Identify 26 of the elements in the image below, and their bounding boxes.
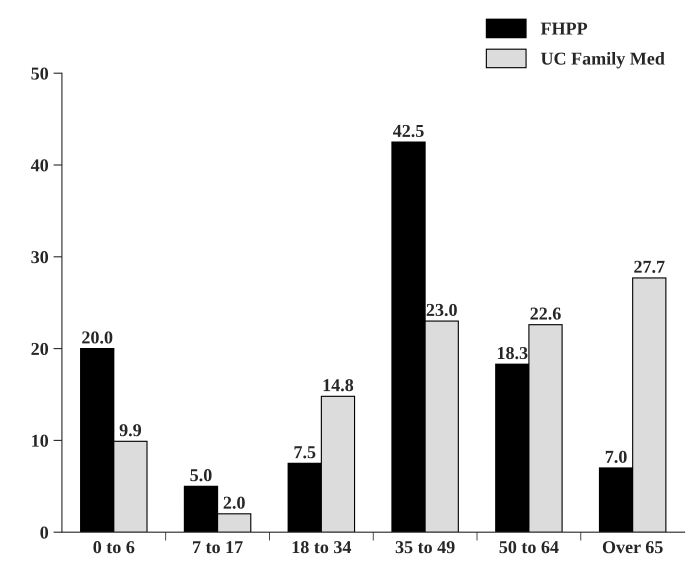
data-label: 18.3	[498, 346, 528, 360]
y-tick-label: 30	[31, 251, 48, 264]
data-label: 42.5	[392, 124, 424, 138]
x-tick-label: Over 65	[602, 541, 663, 554]
y-tick-label: 40	[30, 159, 48, 172]
x-tick-label: 7 to 17	[193, 541, 243, 554]
data-label: 14.8	[324, 379, 354, 392]
data-label: 5.0	[190, 469, 212, 482]
y-tick-label: 0	[40, 526, 48, 539]
x-tick-label: 18 to 34	[292, 541, 352, 554]
data-label: 2.0	[224, 496, 245, 509]
legend-label: UC Family Med	[540, 52, 665, 68]
data-label: 7.5	[294, 446, 316, 458]
data-label: 7.0	[606, 450, 627, 463]
x-tick-label: 0 to 6	[93, 541, 134, 554]
data-label: 9.9	[120, 424, 142, 436]
data-label: 27.7	[634, 260, 665, 273]
data-label: 23.0	[426, 304, 457, 316]
data-label: 20.0	[82, 331, 112, 344]
y-tick-label: 50	[31, 67, 48, 80]
y-tick-label: 10	[32, 434, 48, 447]
legend-label: FHPP	[540, 22, 588, 34]
y-tick-label: 20	[31, 342, 48, 356]
x-tick-label: 35 to 49	[396, 541, 455, 554]
data-label: 22.6	[530, 308, 561, 320]
x-tick-label: 50 to 64	[500, 541, 559, 554]
